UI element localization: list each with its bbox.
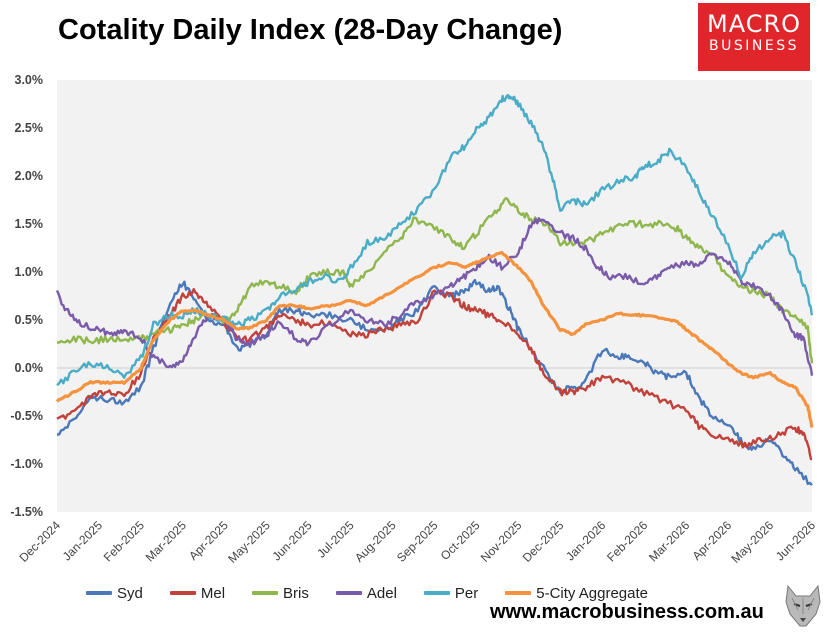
logo-line-2: BUSINESS	[709, 38, 799, 54]
legend-label: Bris	[283, 584, 309, 602]
x-tick-label: Jul-2025	[314, 518, 357, 561]
legend-swatch	[252, 591, 279, 595]
legend-label: 5-City Aggregate	[536, 584, 648, 602]
x-tick-label: Nov-2025	[478, 518, 525, 565]
y-tick-label: 2.0%	[15, 169, 44, 183]
y-tick-label: 0.5%	[15, 313, 44, 327]
x-tick-label: Dec-2024	[16, 518, 63, 565]
chart-legend: Syd Mel Bris Adel Per 5-City Aggregate	[86, 583, 675, 603]
legend-label: Per	[454, 584, 479, 602]
series-line-bris	[57, 196, 814, 364]
y-tick-label: 3.0%	[15, 73, 44, 87]
website-url: www.macrobusiness.com.au	[490, 601, 764, 623]
legend-label: Mel	[200, 584, 226, 602]
x-tick-label: Jan-2026	[563, 518, 609, 564]
legend-label: Syd	[117, 584, 143, 602]
series-line-adel	[55, 217, 814, 376]
wolf-icon	[782, 582, 824, 630]
legend-item: 5-City Aggregate	[505, 585, 648, 602]
legend-swatch	[86, 591, 112, 595]
legend-swatch	[335, 591, 362, 595]
legend-item: Syd	[86, 585, 143, 602]
series-line-5-city-aggregate	[55, 250, 814, 428]
legend-swatch	[423, 591, 450, 595]
y-tick-label: -0.5%	[10, 409, 43, 423]
x-tick-label: Sep-2025	[394, 518, 441, 565]
y-tick-label: 2.5%	[15, 121, 44, 135]
x-tick-label: May-2025	[225, 518, 273, 566]
y-tick-label: -1.5%	[10, 505, 43, 519]
x-tick-label: Mar-2025	[143, 518, 189, 564]
x-tick-label: Aug-2025	[352, 518, 399, 565]
x-tick-label: Jan-2025	[60, 518, 106, 564]
legend-swatch	[169, 591, 196, 595]
y-tick-label: 0.0%	[15, 361, 44, 375]
chart-title: Cotality Daily Index (28-Day Change)	[58, 14, 563, 46]
x-tick-label: Mar-2026	[646, 518, 692, 564]
legend-item: Mel	[169, 584, 226, 602]
legend-item: Adel	[335, 584, 397, 602]
y-tick-label: -1.0%	[10, 457, 43, 471]
x-tick-label: Feb-2026	[604, 518, 650, 564]
legend-swatch	[505, 591, 532, 595]
series-line-mel	[56, 287, 813, 461]
y-tick-label: 1.0%	[15, 265, 44, 279]
macrobusiness-logo: MACRO BUSINESS	[698, 3, 810, 71]
legend-item: Per	[423, 584, 479, 602]
y-tick-label: 1.5%	[15, 217, 44, 231]
x-tick-label: Oct-2025	[438, 518, 483, 563]
x-tick-label: May-2026	[729, 518, 777, 566]
x-tick-label: Jun-2026	[773, 518, 819, 564]
x-tick-label: Dec-2025	[520, 518, 567, 565]
x-tick-label: Jun-2025	[270, 518, 316, 564]
x-tick-label: Feb-2025	[101, 518, 147, 564]
logo-line-1: MACRO	[706, 10, 802, 38]
legend-item: Bris	[252, 585, 309, 602]
legend-label: Adel	[366, 584, 397, 602]
